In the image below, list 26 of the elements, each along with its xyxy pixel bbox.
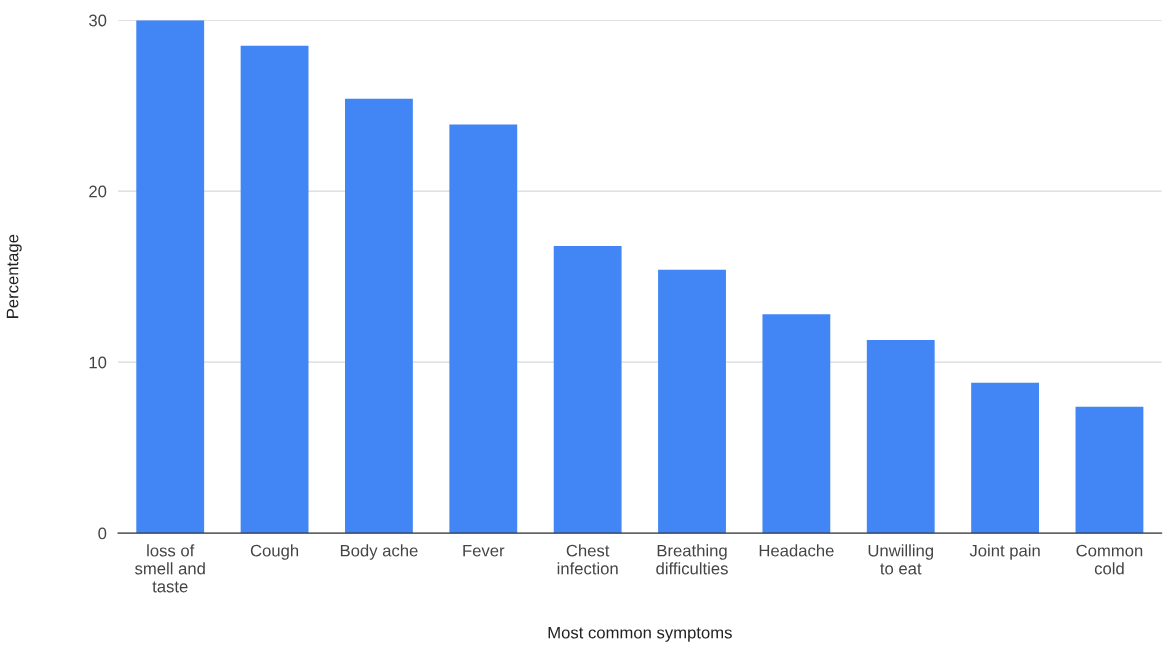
x-tick-label: Body ache — [340, 544, 418, 560]
bar — [345, 98, 413, 534]
y-axis-title: Percentage — [6, 234, 22, 318]
bar — [136, 20, 205, 534]
x-tick-label: Common cold — [1076, 544, 1143, 575]
x-tick-label: Unwilling to eat — [868, 544, 934, 575]
y-tick-label: 20 — [89, 185, 107, 198]
x-tick-label: Cough — [250, 544, 299, 560]
y-tick-label: 30 — [89, 14, 107, 27]
x-tick-label: Fever — [463, 544, 505, 557]
x-tick-label: Joint pain — [969, 544, 1040, 560]
bar — [1075, 406, 1144, 534]
y-tick-label: 0 — [98, 527, 107, 540]
bar — [866, 339, 935, 534]
x-tick-label: Headache — [759, 544, 834, 557]
bar — [240, 45, 309, 534]
bar — [553, 245, 622, 534]
x-axis-title: Most common symptoms — [548, 626, 732, 642]
y-tick-label: 10 — [89, 356, 107, 369]
bar — [449, 124, 518, 534]
x-tick-label: Chest infection — [557, 544, 618, 575]
bar — [971, 382, 1040, 534]
x-tick-label: Breathing difficulties — [656, 544, 728, 575]
bar — [762, 314, 831, 534]
x-tick-label: loss of smell and taste — [135, 544, 205, 593]
bar — [658, 269, 726, 534]
